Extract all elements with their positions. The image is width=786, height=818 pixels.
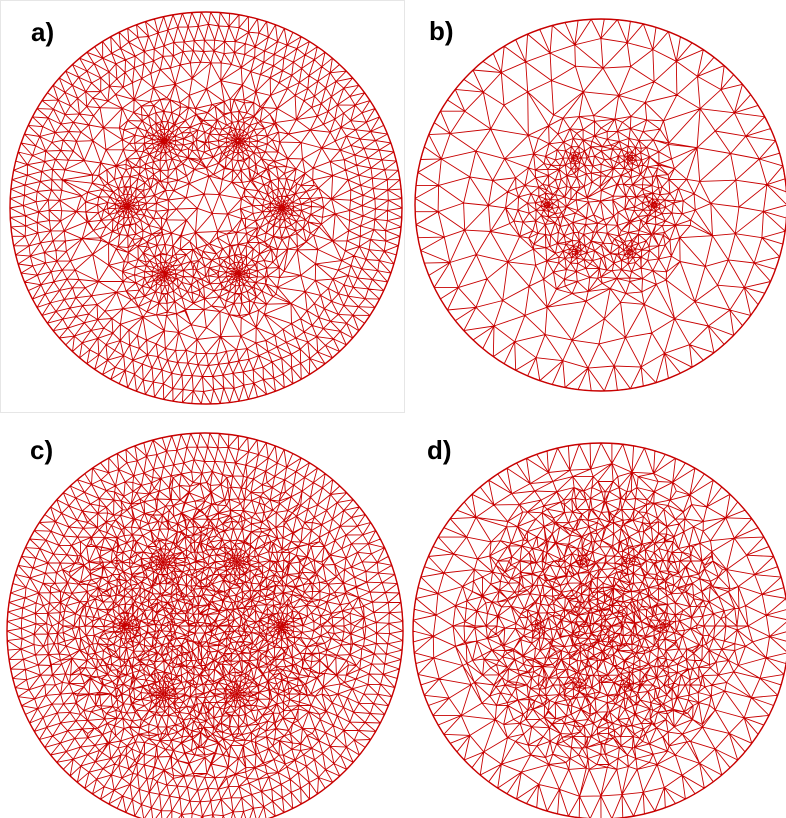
mesh-b bbox=[414, 18, 786, 392]
mesh-a-boundary bbox=[9, 11, 403, 405]
mesh-a-edges bbox=[9, 11, 403, 405]
mesh-d bbox=[412, 442, 786, 818]
panel-d: d) bbox=[405, 413, 786, 818]
panel-label-b: b) bbox=[429, 16, 454, 46]
panel-label-d: d) bbox=[427, 435, 452, 465]
panel-b: b) bbox=[405, 0, 786, 413]
panel-a: a) bbox=[0, 0, 405, 413]
mesh-c-boundary bbox=[6, 432, 404, 818]
mesh-b-boundary bbox=[414, 18, 786, 392]
mesh-c bbox=[6, 432, 404, 818]
mesh-d-boundary bbox=[412, 442, 786, 818]
panel-label-a: a) bbox=[31, 17, 55, 47]
mesh-d-edges bbox=[412, 442, 786, 818]
mesh-a bbox=[9, 11, 403, 405]
panel-label-c: c) bbox=[30, 435, 54, 465]
panel-c: c) bbox=[0, 413, 405, 818]
mesh-c-edges bbox=[6, 432, 404, 818]
mesh-b-edges bbox=[414, 18, 786, 392]
